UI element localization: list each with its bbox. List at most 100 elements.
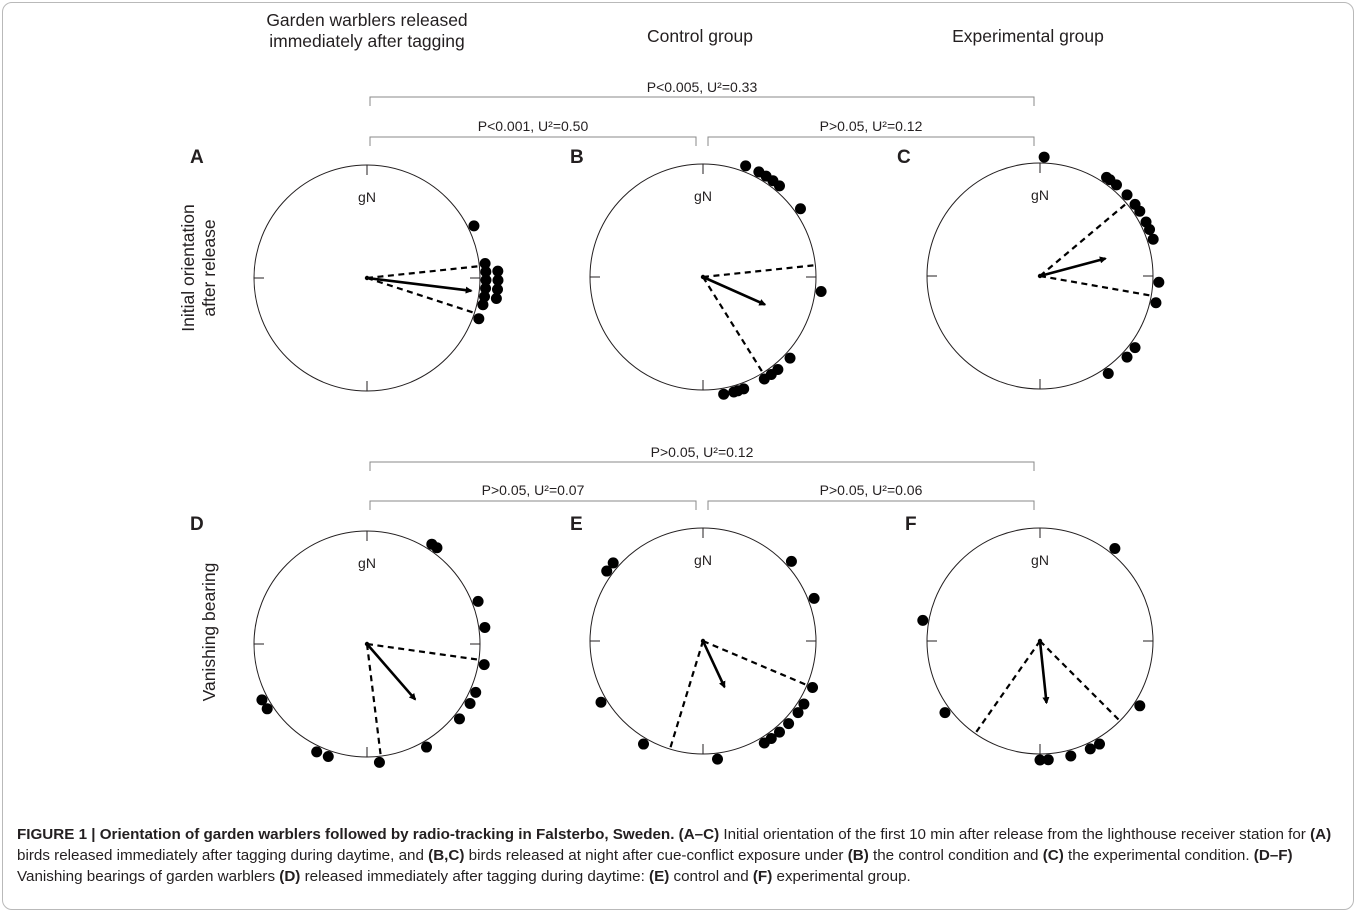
panel-e-confidence-interval [668,639,808,750]
bearing-dot [773,726,785,738]
center-point [364,641,370,647]
bearing-dot [473,313,485,325]
bearing-dot [1034,754,1046,766]
caption-text-6: Vanishing bearings of garden warblers [17,868,280,885]
panel-d-letter: D [190,514,204,535]
figure-caption: FIGURE 1 | Orientation of garden warbler… [17,824,1342,887]
ci-line-upper [702,276,764,374]
bracket-b-c-label: P>0.05, U²=0.12 [820,118,923,134]
bearing-dot [478,659,490,671]
bearing-dot [464,698,476,709]
bearing-dot [453,713,465,725]
bracket-a-c: P<0.005, U²=0.33 [369,79,1035,106]
panel-f-confidence-interval [974,640,1121,735]
panel-e: E gN [570,514,820,765]
caption-text-8: control and [669,868,753,885]
bearing-dot [492,265,504,277]
caption-panel-ref-1: (A–C) [678,826,720,843]
caption-text-9: experimental group. [772,868,911,885]
panel-b-bearings [718,160,827,400]
bearing-dot [1094,738,1105,750]
bearing-dot [1084,743,1096,755]
panel-a-letter: A [190,147,204,168]
bearing-dot [431,542,443,554]
bracket-e-f: P>0.05, U²=0.06 [707,482,1035,510]
panel-b-mean-vector [700,274,767,306]
bracket-d-e-label: P>0.05, U²=0.07 [482,482,585,498]
bearing-dot [1129,342,1141,354]
panel-e-north-label: gN [694,552,712,568]
caption-text-3: birds released at night after cue-confli… [464,847,848,864]
bearing-dot [1150,297,1162,309]
panel-c: C gN [897,147,1165,390]
ci-line-lower [702,639,808,687]
bracket-e-f-label: P>0.05, U²=0.06 [820,482,923,498]
panel-c-bearings [1038,151,1165,379]
bearing-dot [1147,233,1159,245]
row-label-top-line2: after release [199,219,219,316]
panel-a-north-label: gN [358,189,376,205]
mean-vector-arrow [1039,256,1107,278]
ci-line-lower [1039,640,1121,722]
ci-line-upper [365,643,382,757]
bearing-dot [1110,179,1122,191]
bearing-dot [1153,276,1165,288]
panel-f: F gN [905,514,1154,766]
ci-line-lower [366,265,480,280]
panel-b-letter: B [570,147,584,168]
caption-panel-ref-4: (B) [847,847,869,864]
panel-a-ticks [254,165,480,391]
bearing-dot [792,707,804,719]
bearing-dot [1134,205,1146,217]
bearing-dot [601,565,613,577]
panel-d-confidence-interval [365,642,480,757]
bearing-dot [595,696,607,708]
caption-figure-label: FIGURE 1 | Orientation of garden warbler… [17,826,675,843]
row-label-top-line1: Initial orientation [178,204,198,331]
bearing-dot [472,595,484,607]
ci-line-lower [366,642,480,661]
bearing-dot [1038,151,1050,163]
panel-c-north-label: gN [1031,187,1049,203]
caption-panel-ref-2: (A) [1310,826,1332,843]
bearing-dot [468,220,480,232]
panel-c-letter: C [897,147,911,168]
bearing-dot [477,299,489,311]
panel-d-ticks [254,531,480,757]
bearing-dot [1121,189,1133,201]
bracket-a-b-label: P<0.001, U²=0.50 [478,118,589,134]
panel-b-north-label: gN [694,188,712,204]
ci-line-upper [366,276,475,314]
panel-e-mean-vector [700,638,726,689]
bearing-dot [480,282,492,294]
bearing-dot [740,160,752,172]
bearing-dot [917,614,929,626]
caption-panel-ref-8: (E) [649,868,670,885]
bearing-dot [479,621,491,633]
mean-vector-arrow [366,276,473,294]
bearing-dot [421,741,432,753]
panel-d-mean-vector [364,641,417,701]
panel-b-ticks [590,164,816,390]
center-point [364,275,370,281]
center-point [700,274,706,280]
bearing-dot [1134,700,1146,712]
bearing-dot [785,555,797,567]
bracket-a-b: P<0.001, U²=0.50 [369,118,697,146]
caption-panel-ref-3: (B,C) [428,847,465,864]
bearing-dot [1042,754,1054,766]
bearing-dot [1144,224,1156,236]
bearing-dot [480,266,492,278]
bearing-dot [373,756,385,768]
bracket-d-e: P>0.05, U²=0.07 [369,482,697,510]
column-header-c: Experimental group [952,26,1104,46]
bearing-dot [492,283,504,295]
panel-f-north-label: gN [1031,552,1049,568]
center-point [1037,273,1043,279]
bearing-dot [1109,543,1121,555]
ci-line-upper [1039,274,1152,297]
bearing-dot [492,274,504,286]
panel-f-mean-vector [1037,638,1050,705]
panel-f-ticks [927,528,1153,754]
bearing-dot [808,592,820,604]
